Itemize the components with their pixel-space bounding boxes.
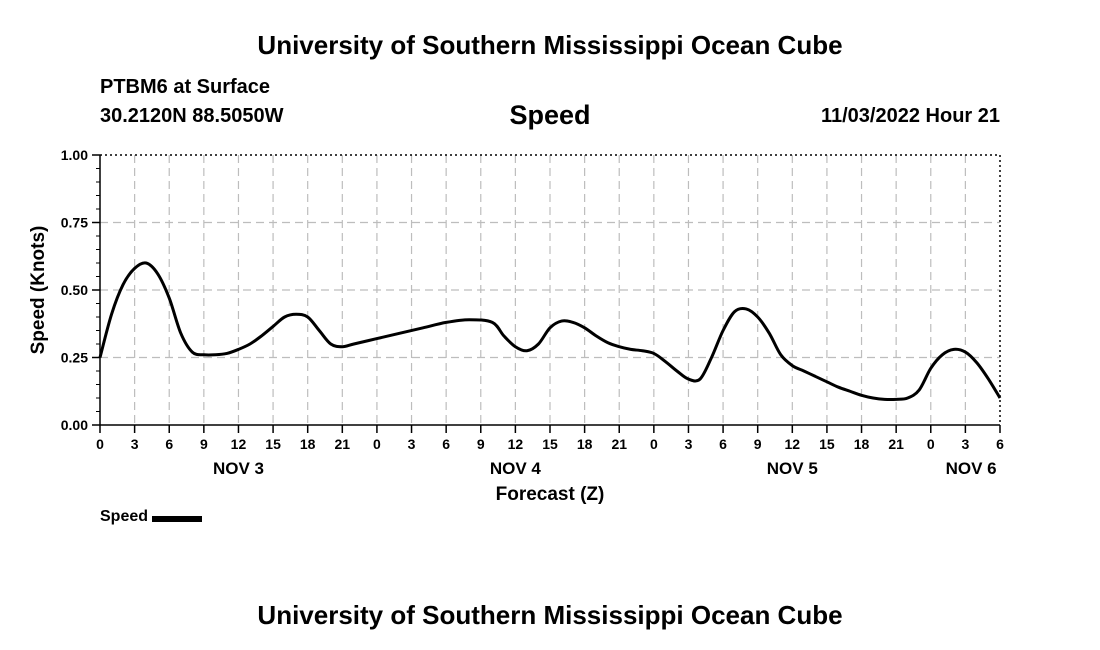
x-tick-label: 21 [335, 436, 351, 452]
x-tick-label: 6 [165, 436, 173, 452]
x-tick-label: 12 [785, 436, 801, 452]
legend-label: Speed [100, 508, 149, 525]
x-tick-label: 18 [577, 436, 593, 452]
chart-title: Speed [509, 100, 591, 130]
footer-title: University of Southern Mississippi Ocean… [257, 600, 843, 630]
y-tick-label: 0.00 [61, 417, 88, 433]
x-tick-label: 21 [888, 436, 904, 452]
x-tick-label: 0 [650, 436, 658, 452]
x-axis-label: Forecast (Z) [496, 484, 605, 505]
station-coordinates: 30.2120N 88.5050W [100, 105, 284, 127]
x-tick-label: 0 [96, 436, 104, 452]
x-tick-label: 0 [927, 436, 935, 452]
day-label: NOV 6 [946, 459, 997, 478]
x-tick-label: 15 [265, 436, 281, 452]
day-label: NOV 5 [767, 459, 818, 478]
x-tick-label: 0 [373, 436, 381, 452]
x-tick-label: 6 [719, 436, 727, 452]
x-tick-label: 15 [819, 436, 835, 452]
series-line-speed [98, 261, 1002, 402]
x-tick-label: 18 [854, 436, 870, 452]
x-tick-label: 3 [408, 436, 416, 452]
x-tick-label: 9 [754, 436, 762, 452]
legend-line-swatch [152, 516, 203, 522]
day-label: NOV 4 [490, 459, 542, 478]
y-tick-label: 0.50 [61, 282, 88, 298]
x-tick-label: 6 [442, 436, 450, 452]
forecast-datetime: 11/03/2022 Hour 21 [820, 105, 1000, 127]
x-tick-label: 6 [996, 436, 1004, 452]
station-label: PTBM6 at Surface [100, 76, 271, 98]
x-tick-label: 15 [542, 436, 558, 452]
y-tick-label: 1.00 [61, 147, 88, 163]
x-tick-label: 3 [131, 436, 139, 452]
y-axis-label: Speed (Knots) [28, 226, 49, 355]
x-tick-label: 3 [685, 436, 693, 452]
chart-legend: Speed [100, 508, 203, 526]
day-label: NOV 3 [213, 459, 264, 478]
page-title: University of Southern Mississippi Ocean… [257, 30, 843, 60]
x-tick-label: 21 [611, 436, 627, 452]
x-tick-label: 9 [200, 436, 208, 452]
x-tick-label: 3 [961, 436, 969, 452]
x-tick-label: 12 [508, 436, 524, 452]
y-tick-label: 0.75 [61, 215, 88, 231]
x-tick-label: 18 [300, 436, 316, 452]
y-tick-label: 0.25 [61, 350, 88, 366]
x-tick-label: 12 [231, 436, 247, 452]
x-tick-label: 9 [477, 436, 485, 452]
